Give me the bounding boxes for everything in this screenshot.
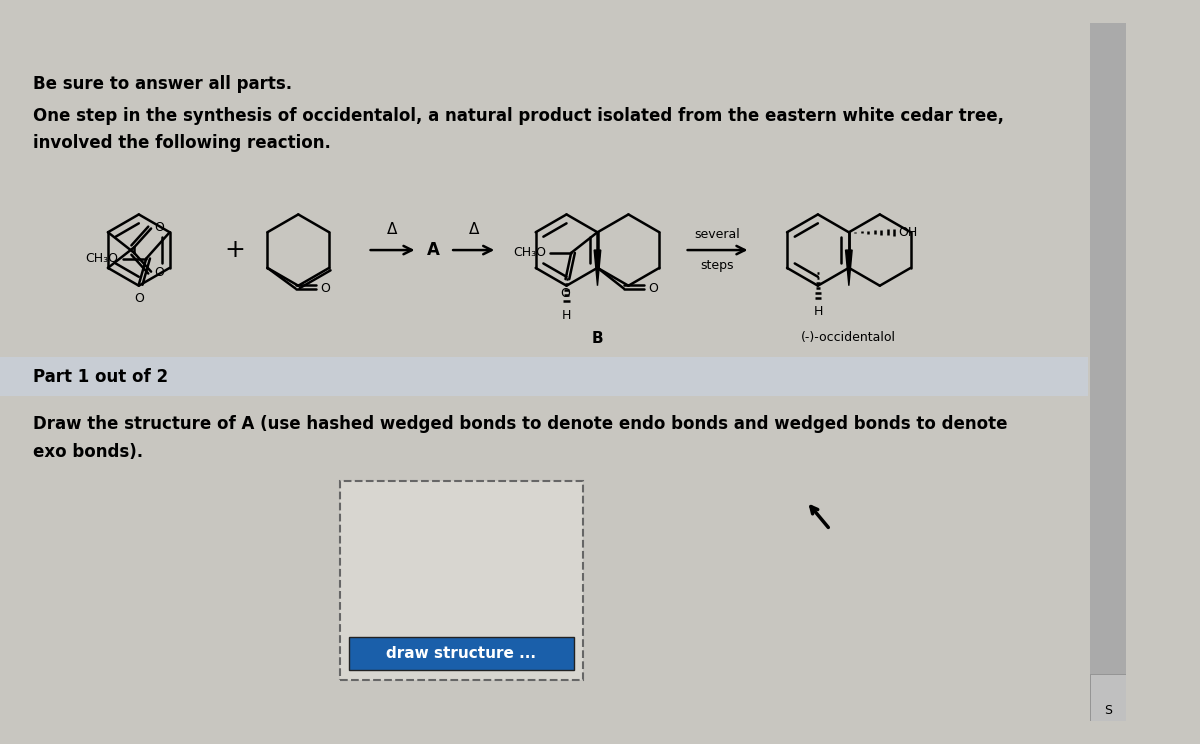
- Text: H: H: [562, 310, 571, 322]
- Text: Be sure to answer all parts.: Be sure to answer all parts.: [32, 74, 292, 93]
- Text: draw structure ...: draw structure ...: [386, 647, 536, 661]
- Text: O: O: [648, 282, 658, 295]
- Bar: [0, 357, 1088, 397]
- Text: Draw the structure of A (use hashed wedged bonds to denote endo bonds and wedged: Draw the structure of A (use hashed wedg…: [32, 415, 1007, 433]
- Text: CH₃O: CH₃O: [85, 252, 118, 265]
- Text: A: A: [427, 241, 439, 259]
- Bar: [340, 481, 583, 680]
- Text: S: S: [1104, 704, 1111, 717]
- Text: involved the following reaction.: involved the following reaction.: [32, 134, 331, 152]
- Polygon shape: [846, 250, 852, 286]
- Text: H: H: [814, 305, 823, 318]
- Bar: [1090, 674, 1126, 721]
- Text: (-)-occidentalol: (-)-occidentalol: [802, 331, 896, 344]
- Text: O: O: [154, 221, 163, 234]
- Text: exo bonds).: exo bonds).: [32, 443, 143, 461]
- Text: Δ: Δ: [388, 222, 397, 237]
- Text: O: O: [154, 266, 163, 279]
- Text: One step in the synthesis of occidentalol, a natural product isolated from the e: One step in the synthesis of occidentalo…: [32, 107, 1004, 126]
- Text: Δ: Δ: [468, 222, 479, 237]
- Bar: [1090, 23, 1126, 721]
- Text: steps: steps: [701, 260, 734, 272]
- Text: O: O: [320, 282, 330, 295]
- Text: CH₃O: CH₃O: [512, 246, 546, 260]
- Bar: [349, 638, 574, 670]
- Polygon shape: [594, 250, 601, 286]
- Text: O: O: [560, 286, 570, 300]
- Text: Part 1 out of 2: Part 1 out of 2: [32, 368, 168, 385]
- Text: several: several: [695, 228, 740, 241]
- Text: O: O: [133, 292, 144, 305]
- Text: OH: OH: [899, 225, 918, 239]
- Text: +: +: [224, 238, 245, 262]
- Text: B: B: [592, 331, 604, 346]
